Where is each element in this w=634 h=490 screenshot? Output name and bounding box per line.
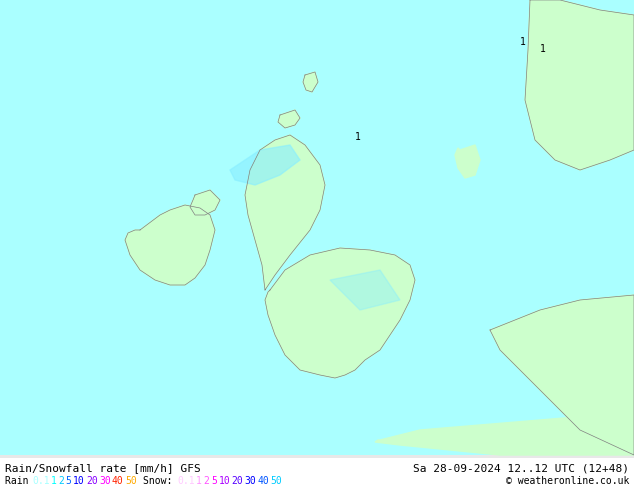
- Polygon shape: [230, 145, 300, 185]
- Text: 40: 40: [257, 476, 269, 486]
- Text: 50: 50: [271, 476, 282, 486]
- Text: 10: 10: [73, 476, 85, 486]
- Polygon shape: [375, 410, 634, 455]
- Polygon shape: [490, 295, 634, 455]
- Text: 2: 2: [58, 476, 64, 486]
- Text: Snow:: Snow:: [143, 476, 178, 486]
- Text: 0.1: 0.1: [32, 476, 49, 486]
- Text: 1: 1: [51, 476, 56, 486]
- Text: 2: 2: [204, 476, 209, 486]
- Polygon shape: [125, 205, 215, 285]
- Polygon shape: [245, 135, 325, 290]
- Text: Rain/Snowfall rate [mm/h] GFS: Rain/Snowfall rate [mm/h] GFS: [5, 463, 201, 473]
- Polygon shape: [455, 145, 480, 178]
- Text: 50: 50: [125, 476, 137, 486]
- Polygon shape: [525, 0, 634, 170]
- Text: 1: 1: [355, 132, 361, 142]
- Text: 20: 20: [86, 476, 98, 486]
- FancyBboxPatch shape: [0, 458, 634, 490]
- Polygon shape: [303, 72, 318, 92]
- Polygon shape: [278, 110, 300, 128]
- Text: 30: 30: [245, 476, 256, 486]
- Text: 5: 5: [65, 476, 72, 486]
- Text: © weatheronline.co.uk: © weatheronline.co.uk: [506, 476, 629, 486]
- FancyBboxPatch shape: [0, 0, 634, 455]
- Polygon shape: [190, 190, 220, 215]
- Text: Rain: Rain: [5, 476, 34, 486]
- Text: 1: 1: [520, 37, 526, 47]
- Text: 20: 20: [231, 476, 243, 486]
- Text: 10: 10: [219, 476, 230, 486]
- Polygon shape: [330, 270, 400, 310]
- Text: 40: 40: [112, 476, 124, 486]
- Polygon shape: [265, 248, 415, 378]
- Text: 0.1: 0.1: [178, 476, 195, 486]
- Text: 1: 1: [196, 476, 202, 486]
- Text: 1: 1: [540, 44, 546, 54]
- Text: 5: 5: [211, 476, 217, 486]
- Text: Sa 28-09-2024 12..12 UTC (12+48): Sa 28-09-2024 12..12 UTC (12+48): [413, 463, 629, 473]
- Text: 30: 30: [99, 476, 111, 486]
